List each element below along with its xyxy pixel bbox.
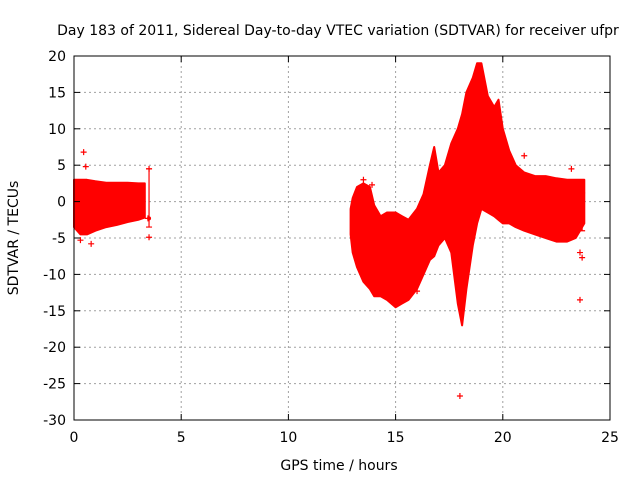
y-tick-label: 15: [48, 85, 66, 101]
error-bar-point: [580, 214, 585, 219]
data-point: [369, 181, 376, 188]
grid-lines: [74, 56, 610, 420]
x-tick-label: 15: [387, 430, 405, 446]
data-point: [77, 237, 84, 244]
data-point: [456, 392, 463, 399]
error-bar-point: [147, 216, 152, 221]
data-point: [146, 234, 153, 241]
data-point: [414, 288, 421, 295]
x-tick-label: 25: [601, 430, 619, 446]
y-tick-label: 5: [57, 158, 66, 174]
y-tick-label: -25: [43, 377, 66, 393]
y-tick-label: -20: [43, 340, 66, 356]
x-tick-label: 20: [494, 430, 512, 446]
data-point: [88, 240, 95, 247]
data-point: [576, 249, 583, 256]
data-point: [80, 149, 87, 156]
y-tick-label: -10: [43, 267, 66, 283]
data-point: [568, 165, 575, 172]
x-tick-label: 5: [177, 430, 186, 446]
x-axis-label: GPS time / hours: [280, 458, 397, 474]
axis-ticks: 0 5 10 15 20 25 -30 -25 -20 -15 -10 -5 0 5 10 15 20: [43, 49, 619, 446]
data-points: [77, 149, 586, 399]
x-tick-label: 10: [279, 430, 297, 446]
y-tick-label: 20: [48, 49, 66, 65]
x-tick-label: 0: [70, 430, 79, 446]
y-axis-label: SDTVAR / TECUs: [6, 181, 22, 296]
error-bar: [579, 192, 586, 232]
data-point: [360, 176, 367, 183]
chart-title: Day 183 of 2011, Sidereal Day-to-day VTE…: [57, 23, 619, 39]
data-point: [576, 296, 583, 303]
data-point: [521, 152, 528, 159]
y-tick-label: -30: [43, 413, 66, 429]
data-band: [73, 62, 586, 327]
y-tick-label: 10: [48, 122, 66, 138]
data-band-segment: [73, 178, 146, 236]
data-point: [579, 254, 586, 261]
y-tick-label: 0: [57, 195, 66, 211]
y-tick-label: -5: [52, 231, 66, 247]
data-band-segment: [349, 62, 586, 327]
y-tick-label: -15: [43, 304, 66, 320]
data-point: [82, 163, 89, 170]
